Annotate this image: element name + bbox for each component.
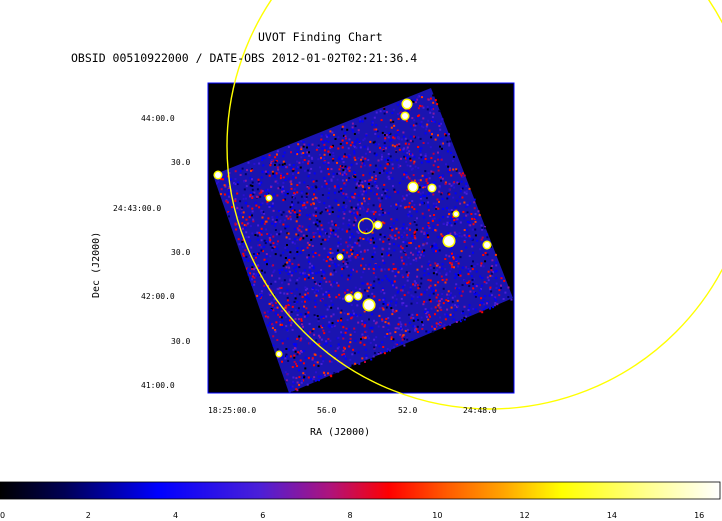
x-tick-label: 18:25:00.0	[208, 406, 257, 415]
bright-source-core	[364, 300, 374, 310]
chart-subtitle: OBSID 00510922000 / DATE-OBS 2012-01-02T…	[71, 51, 418, 65]
y-tick-label: 44:00.0	[141, 114, 175, 123]
chart-title: UVOT Finding Chart	[258, 30, 383, 44]
bright-source-core	[444, 236, 454, 246]
colorbar-tick-label: 10	[432, 511, 443, 520]
y-tick-label: 42:00.0	[141, 292, 175, 301]
bright-source-core	[346, 295, 352, 301]
colorbar-tick-label: 14	[606, 511, 617, 520]
bright-source-core	[454, 212, 458, 216]
x-tick-label: 56.0	[317, 406, 337, 415]
bright-source-core	[409, 183, 417, 191]
source-circle	[357, 217, 375, 235]
error-circle-large	[226, 0, 722, 410]
y-tick-label: 30.0	[171, 158, 191, 167]
stars-layer	[213, 98, 492, 358]
bright-source-core	[429, 185, 435, 191]
bright-source-core	[484, 242, 490, 248]
bright-source-core	[277, 352, 281, 356]
y-tick-label: 30.0	[171, 248, 191, 257]
x-tick-label: 24:48.0	[463, 406, 497, 415]
bright-source-core	[403, 100, 411, 108]
colorbar-tick-label: 4	[172, 511, 179, 520]
image-frame	[207, 82, 515, 394]
bright-source-core	[402, 113, 408, 119]
bright-source-core	[375, 222, 381, 228]
colorbar	[0, 481, 721, 500]
bright-source-core	[215, 172, 221, 178]
bright-source-core	[267, 196, 271, 200]
y-tick-label: 24:43:00.0	[113, 204, 162, 213]
exposure-region	[213, 88, 513, 393]
bright-source-core	[355, 293, 361, 299]
colorbar-tick-label: 8	[347, 511, 353, 520]
colorbar-tick-label: 0	[0, 511, 6, 520]
y-tick-label: 41:00.0	[141, 381, 175, 390]
x-axis-label: RA (J2000)	[310, 427, 371, 438]
bright-source-core	[338, 255, 342, 259]
colorbar-tick-label: 6	[260, 511, 266, 520]
y-axis-label: Dec (J2000)	[91, 231, 102, 298]
colorbar-tick-label: 16	[694, 511, 705, 520]
y-tick-label: 30.0	[171, 337, 191, 346]
colorbar-tick-label: 12	[519, 511, 530, 520]
colorbar-tick-label: 2	[85, 511, 91, 520]
x-tick-label: 52.0	[398, 406, 418, 415]
